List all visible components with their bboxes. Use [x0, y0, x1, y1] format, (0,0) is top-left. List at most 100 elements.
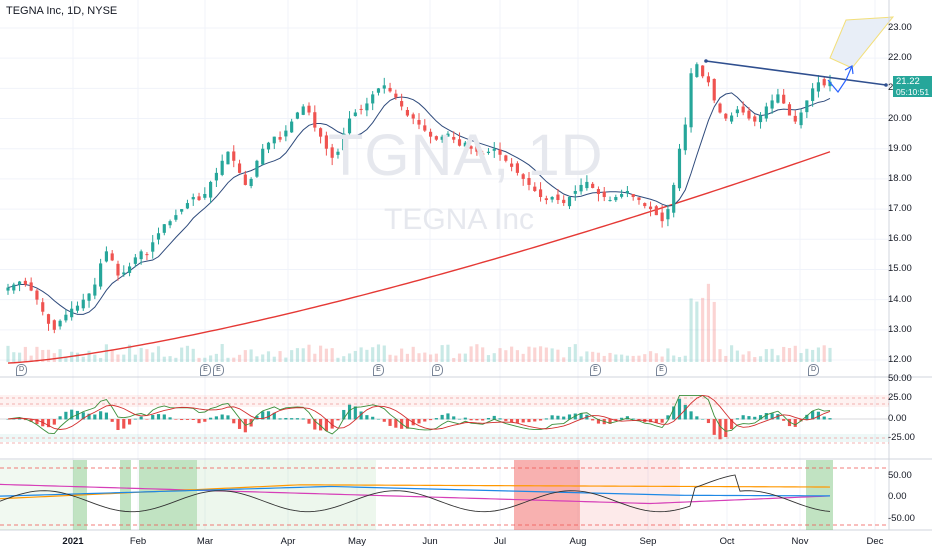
volume-bar [99, 357, 103, 362]
candle-body [411, 114, 415, 119]
osc1-histogram-bar [521, 419, 525, 423]
volume-bar [735, 350, 739, 362]
event-marker[interactable]: E [656, 364, 667, 376]
volume-bar [376, 344, 381, 362]
volume-bar [365, 349, 369, 362]
candle-body [347, 118, 352, 134]
event-marker[interactable]: D [808, 364, 819, 376]
volume-bar [174, 357, 178, 362]
osc1-histogram-bar [197, 419, 201, 424]
candle-body [382, 85, 386, 89]
osc1-histogram-bar [307, 419, 311, 424]
osc1-histogram-bar [683, 404, 687, 420]
osc1-histogram-bar [99, 411, 103, 420]
chart-title[interactable]: TEGNA Inc, 1D, NYSE [6, 5, 118, 17]
price-axis-label: 22.00 [888, 52, 912, 64]
volume-bar [226, 357, 230, 362]
candle-body [631, 194, 635, 198]
osc1-histogram-bar [764, 412, 768, 420]
osc1-histogram-bar [689, 411, 693, 420]
osc1-histogram-bar [712, 419, 716, 435]
sma-short-line [7, 92, 831, 315]
time-axis-label: Aug [569, 536, 587, 547]
candle-body [643, 203, 647, 207]
candle-body [469, 146, 473, 149]
osc1-histogram-bar [93, 414, 97, 420]
price-axis-label: 19.00 [888, 142, 912, 154]
osc1-histogram-bar [544, 418, 548, 420]
event-marker[interactable]: E [213, 364, 224, 376]
osc1-histogram-bar [255, 415, 259, 420]
oscillator-1-axis-label: -25.00 [888, 432, 915, 443]
candle-body [602, 191, 606, 198]
osc1-histogram-bar [203, 419, 207, 422]
osc1-histogram-bar [35, 419, 39, 425]
osc1-histogram-bar [87, 413, 91, 420]
oscillator-1-axis-label: 25.00 [888, 392, 912, 403]
osc1-histogram-bar [290, 418, 294, 420]
volume-bar [261, 354, 265, 362]
volume-bar [93, 354, 97, 362]
osc2-magenta-line [0, 483, 831, 505]
candle-body [180, 209, 184, 212]
candle-body [261, 148, 265, 165]
event-marker[interactable]: D [432, 364, 443, 376]
osc1-histogram-bar [371, 416, 375, 420]
candle-body [816, 82, 821, 92]
candle-body [52, 320, 56, 330]
candle-body [6, 287, 10, 291]
event-marker[interactable]: E [200, 364, 211, 376]
candle-body [127, 266, 132, 273]
event-marker[interactable]: D [16, 364, 27, 376]
osc1-histogram-bar [758, 415, 763, 420]
candle-body [156, 233, 161, 240]
candle-body [365, 103, 369, 111]
osc1-histogram-bar [695, 416, 699, 420]
sma-long-path [7, 151, 831, 364]
osc1-histogram-bar [122, 419, 126, 429]
osc1-histogram-bar [498, 418, 502, 420]
volume-bar [666, 348, 670, 362]
osc1-histogram-bar [730, 419, 734, 430]
candlestick-series[interactable] [6, 62, 832, 334]
volume-bar [313, 353, 317, 362]
volume-bar [295, 348, 300, 362]
volume-bar [434, 353, 438, 362]
candle-body [151, 242, 155, 252]
volume-bar [162, 356, 166, 362]
event-marker[interactable]: E [590, 364, 601, 376]
volume-bar [214, 353, 218, 362]
candle-body [718, 103, 722, 113]
osc1-histogram-bar [434, 418, 438, 420]
candle-body [197, 196, 201, 201]
time-axis-label: Mar [196, 536, 214, 547]
osc1-histogram-bar [70, 409, 74, 420]
candle-body [585, 181, 589, 189]
osc1-histogram-bar [515, 419, 519, 423]
volume-bar [58, 349, 62, 362]
volume-bar [811, 349, 815, 362]
osc1-histogram-bar [52, 419, 56, 425]
candle-body [295, 112, 300, 119]
event-marker[interactable]: E [373, 364, 384, 376]
volume-bar [648, 351, 653, 362]
osc1-histogram-bar [29, 419, 33, 422]
osc1-histogram-bar [284, 417, 288, 420]
osc1-histogram-bar [741, 415, 745, 420]
volume-bar [608, 352, 612, 362]
drawing-tools[interactable] [704, 16, 895, 94]
oscillator-1 [0, 395, 889, 444]
osc1-histogram-bar [550, 415, 554, 420]
osc1-histogram-bar [266, 411, 271, 420]
osc1-histogram-bar [463, 417, 467, 420]
volume-bar [538, 346, 543, 362]
candle-body [35, 290, 39, 300]
candle-body [446, 133, 450, 137]
volume-bar [741, 354, 745, 362]
volume-bar [446, 344, 450, 362]
volume-bar [591, 351, 595, 362]
candle-body [562, 199, 566, 204]
candle-body [608, 200, 612, 202]
osc1-histogram-bar [353, 406, 357, 420]
